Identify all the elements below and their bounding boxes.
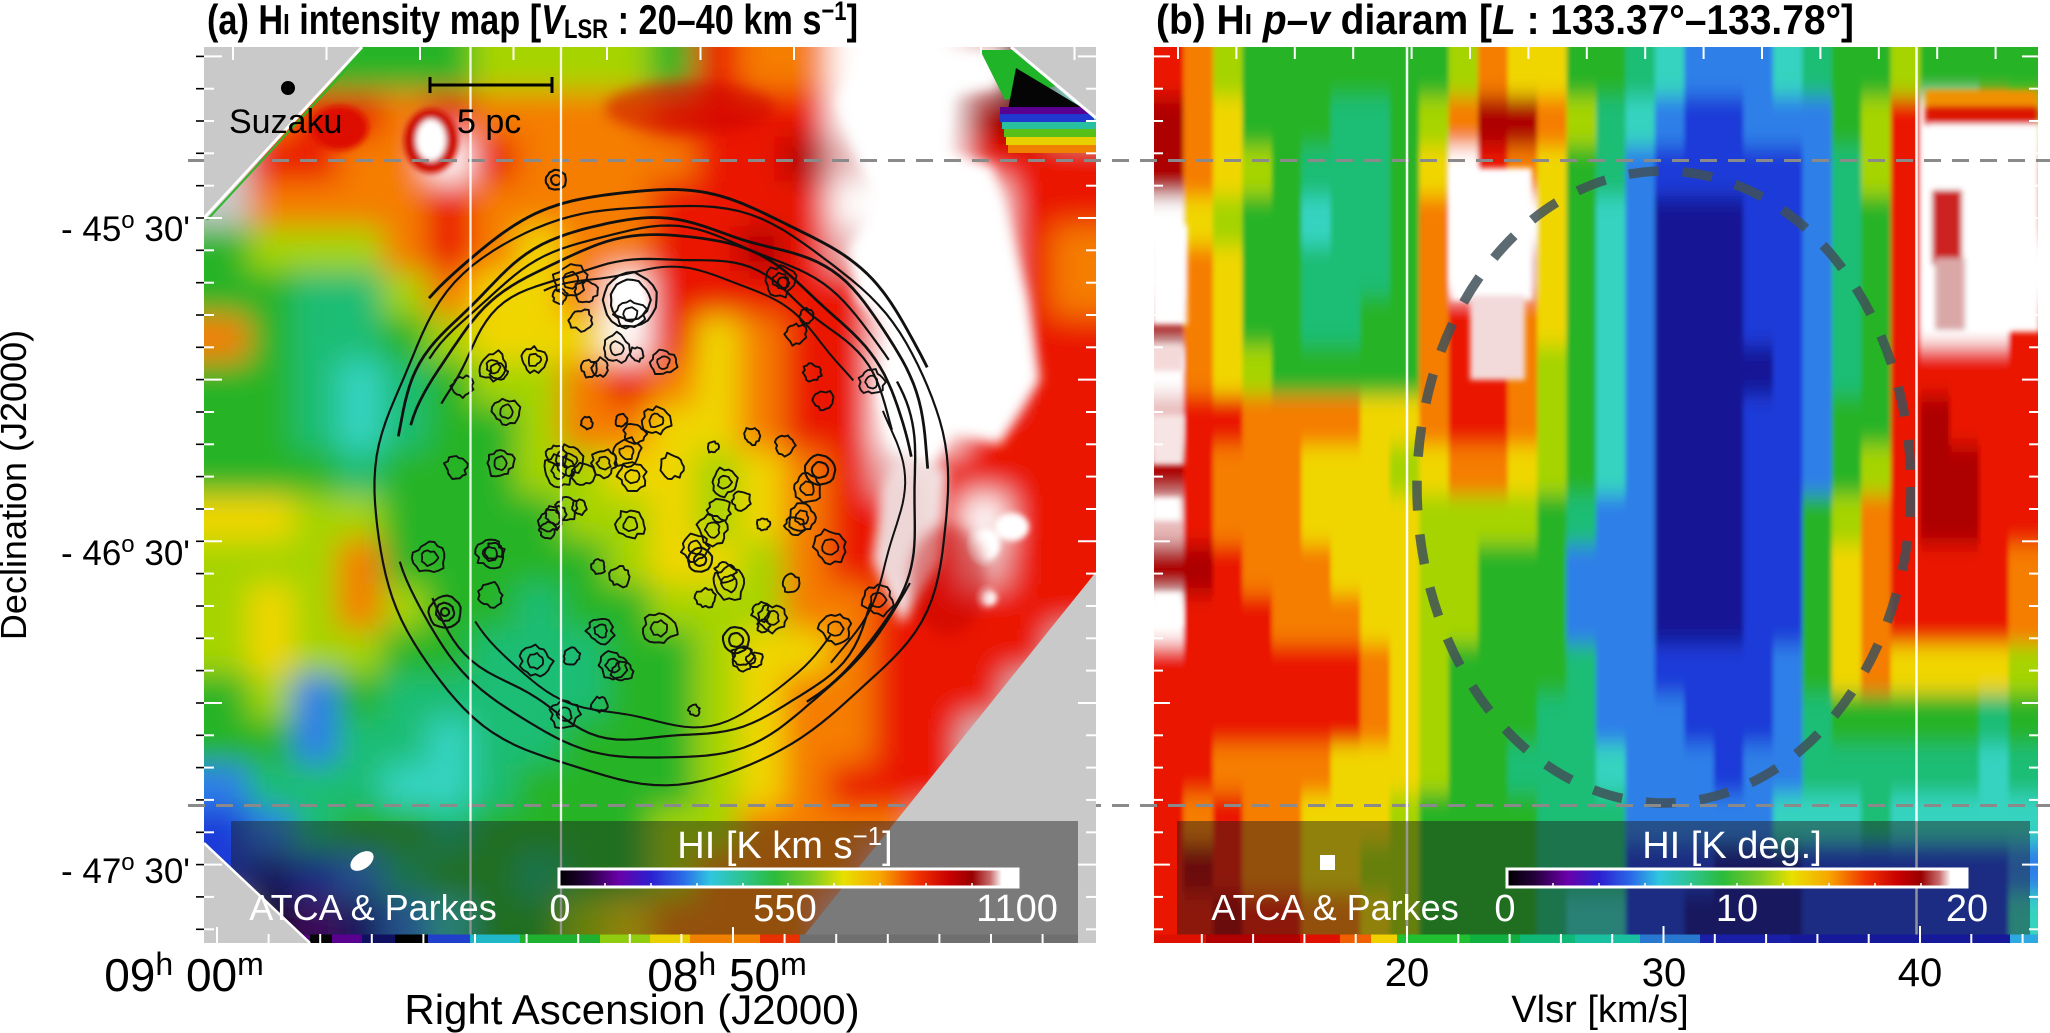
svg-text:20: 20 bbox=[1385, 951, 1430, 995]
svg-text:30: 30 bbox=[1642, 951, 1687, 995]
svg-text:550: 550 bbox=[753, 888, 816, 930]
svg-text:40: 40 bbox=[1898, 951, 1943, 995]
svg-text:10: 10 bbox=[1716, 888, 1758, 930]
svg-text:0: 0 bbox=[549, 888, 570, 930]
svg-text:0: 0 bbox=[1494, 888, 1515, 930]
svg-text:5 pc: 5 pc bbox=[457, 103, 521, 141]
svg-text:Suzaku: Suzaku bbox=[229, 103, 342, 141]
svg-text:Declination (J2000): Declination (J2000) bbox=[0, 330, 34, 640]
svg-text:Vlsr [km/s]: Vlsr [km/s] bbox=[1511, 989, 1688, 1031]
svg-text:HI [K deg.]: HI [K deg.] bbox=[1642, 825, 1822, 867]
svg-text:20: 20 bbox=[1946, 888, 1988, 930]
svg-text:(a) HI intensity map [VLSR : 2: (a) HI intensity map [VLSR : 20–40 km s−… bbox=[207, 0, 858, 44]
svg-text:(b) HI p–v diaram [L : 133.37°: (b) HI p–v diaram [L : 133.37°–133.78°] bbox=[1156, 0, 1854, 43]
svg-text:HI [K km s−1]: HI [K km s−1] bbox=[677, 821, 892, 867]
svg-text:ATCA & Parkes: ATCA & Parkes bbox=[249, 887, 496, 928]
svg-text:ATCA & Parkes: ATCA & Parkes bbox=[1211, 887, 1458, 928]
svg-text:1100: 1100 bbox=[976, 888, 1058, 930]
svg-text:08h 50m: 08h 50m bbox=[647, 946, 807, 1001]
svg-text:Right Ascension (J2000): Right Ascension (J2000) bbox=[404, 986, 859, 1033]
